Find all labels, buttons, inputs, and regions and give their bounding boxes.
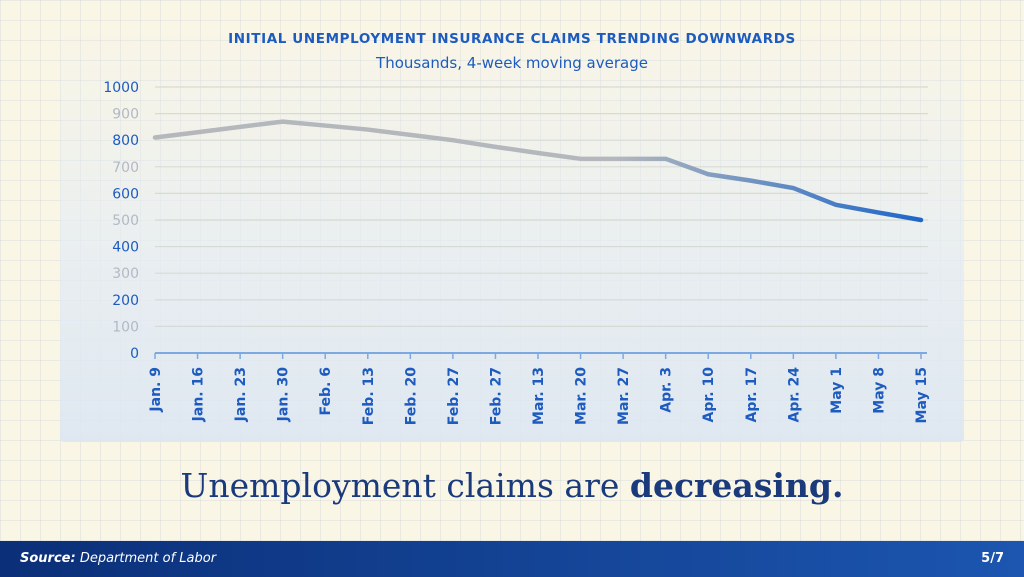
x-tick-label: May 15 [914, 367, 930, 423]
x-tick-label: Jan. 23 [233, 367, 249, 422]
headline-emphasis: decreasing. [629, 466, 844, 505]
y-tick-label: 1000 [103, 80, 139, 96]
x-tick-label: Jan. 16 [191, 367, 207, 422]
x-tick-label: Feb. 27 [446, 367, 462, 425]
line-chart: 0 100 200 300 400 500 600 700 800 900 1000 Jan. 9 Ja… [103, 80, 930, 425]
y-tick-label: 300 [112, 266, 139, 282]
x-tick-label: Mar. 27 [616, 367, 632, 425]
series-line [152, 119, 924, 223]
x-tick-label: Feb. 13 [361, 367, 377, 425]
y-tick-label: 500 [112, 213, 139, 229]
y-tick-label: 600 [112, 186, 139, 202]
x-tick-label: Apr. 3 [659, 367, 675, 413]
y-tick-label: 900 [112, 107, 139, 123]
x-tick-label: Apr. 10 [701, 367, 717, 423]
x-tick-label: Feb. 27 [488, 367, 504, 425]
headline-text: Unemployment claims are [180, 466, 630, 505]
source-label: Source: [20, 551, 76, 566]
source-text: Department of Labor [75, 551, 217, 566]
x-tick-label: May 8 [871, 367, 887, 414]
y-tick-label: 0 [130, 346, 139, 362]
page-indicator: 5/7 [981, 551, 1004, 566]
y-tick-label: 100 [112, 319, 139, 335]
y-tick-label: 800 [112, 133, 139, 149]
x-tick-label: Feb. 6 [318, 367, 334, 415]
y-tick-label: 200 [112, 293, 139, 309]
x-tick-label: Feb. 20 [403, 367, 419, 425]
chart-subtitle: Thousands, 4-week moving average [376, 54, 648, 72]
x-tick-label: Mar. 20 [574, 367, 590, 425]
x-tick-label: Jan. 9 [148, 367, 164, 413]
x-tick-label: May 1 [829, 367, 845, 414]
headline: Unemployment claims are decreasing. [0, 466, 1024, 505]
x-tick-label: Mar. 13 [531, 367, 547, 425]
source-credit: Source: Department of Labor [20, 551, 216, 566]
chart-title: INITIAL UNEMPLOYMENT INSURANCE CLAIMS TR… [228, 31, 796, 47]
x-tick-label: Jan. 30 [276, 367, 292, 423]
y-tick-label: 700 [112, 160, 139, 176]
x-tick-label: Apr. 24 [786, 367, 802, 423]
x-tick-label: Apr. 17 [744, 367, 760, 422]
chart-panel [60, 18, 964, 442]
footer-bar: Source: Department of Labor 5/7 [0, 541, 1024, 577]
y-tick-label: 400 [112, 240, 139, 256]
